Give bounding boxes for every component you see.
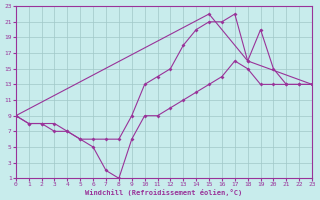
X-axis label: Windchill (Refroidissement éolien,°C): Windchill (Refroidissement éolien,°C) xyxy=(85,189,243,196)
